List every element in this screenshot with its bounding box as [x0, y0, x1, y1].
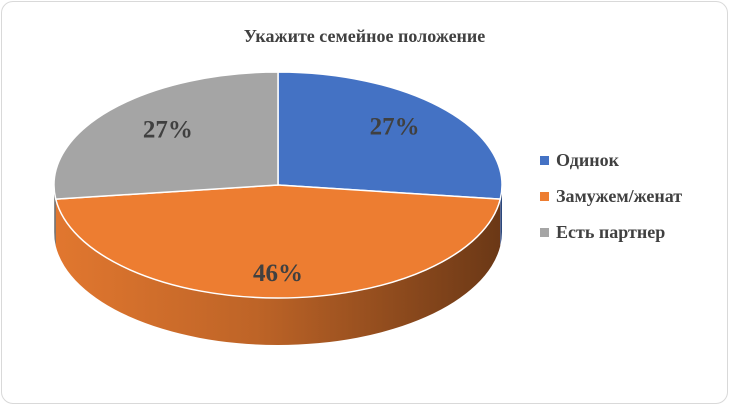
legend-swatch-2	[540, 227, 549, 237]
legend-item-0: Одинок	[540, 142, 682, 178]
legend-item-2: Есть партнер	[540, 214, 682, 250]
chart-title: Укажите семейное положение	[243, 26, 486, 46]
legend-label-1: Замужем/женат	[556, 185, 683, 206]
legend-item-1: Замужем/женат	[540, 178, 682, 214]
legend-swatch-0	[540, 155, 549, 165]
legend-label-2: Есть партнер	[556, 221, 666, 242]
legend-swatch-1	[540, 191, 549, 201]
slice-label-1: 46%	[253, 260, 303, 287]
pie-slice-1	[55, 184, 501, 299]
legend: Одинок Замужем/женат Есть партнер	[540, 142, 682, 250]
slice-label-2: 27%	[143, 117, 193, 144]
pie-slice-0	[277, 71, 503, 200]
pie-slice-2	[53, 71, 279, 200]
slice-label-0: 27%	[370, 114, 420, 141]
legend-label-0: Одинок	[556, 149, 619, 170]
pie-side-1	[55, 199, 501, 346]
